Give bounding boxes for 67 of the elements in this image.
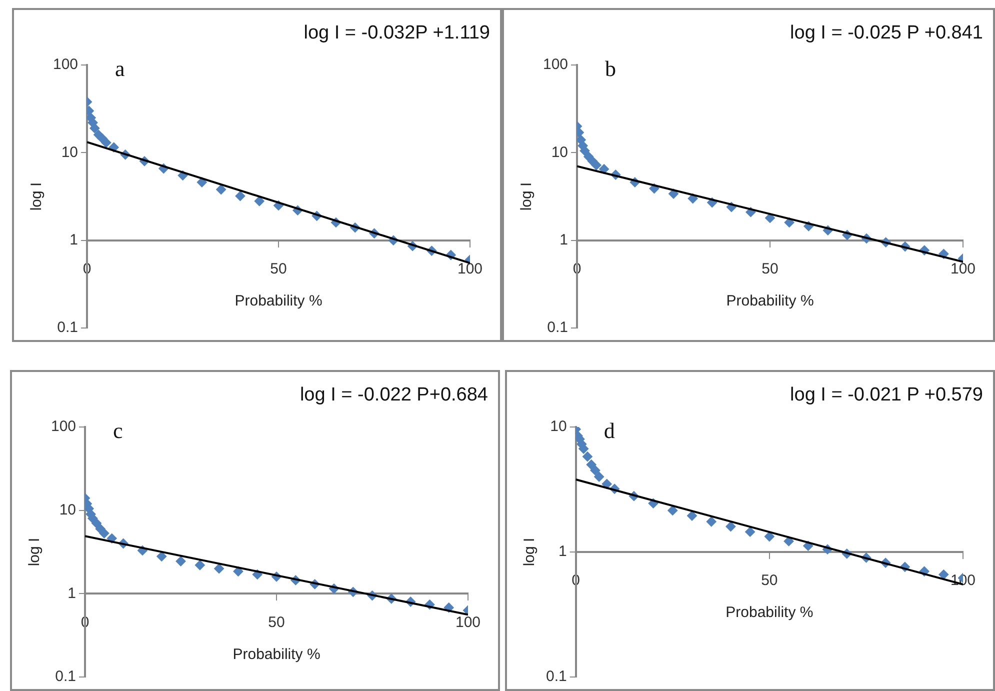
text: log I = -0.025 P +0.841 (790, 22, 983, 44)
point (668, 505, 678, 516)
x-tick-label: 50 (270, 260, 287, 278)
point (233, 566, 244, 576)
point (176, 556, 186, 566)
point (765, 212, 776, 223)
y-axis-title: log I (28, 182, 46, 211)
x-tick-label: 50 (761, 572, 778, 590)
point (214, 564, 224, 574)
y-tick-label: 1 (70, 231, 78, 248)
point (591, 160, 602, 170)
point (726, 521, 736, 532)
point (580, 146, 590, 156)
point (784, 536, 794, 546)
x-tick-label: 50 (762, 260, 778, 278)
point (686, 510, 697, 521)
y-tick-label: 1 (68, 584, 76, 602)
y-tick-label: 10 (59, 501, 76, 518)
y-axis-title: log I (521, 538, 538, 566)
y-tick-label: 1 (560, 231, 568, 248)
x-axis-title: Probability % (232, 646, 320, 663)
point (938, 570, 949, 580)
point (101, 138, 112, 148)
point (194, 560, 205, 570)
y-axis-title: log I (26, 538, 44, 566)
point (745, 526, 756, 537)
point (590, 465, 600, 476)
point (156, 551, 167, 562)
y-tick-label: 0.1 (547, 319, 568, 336)
y-tick-label: 10 (551, 144, 568, 161)
y-tick-label: 10 (550, 418, 567, 436)
y-tick-label: 0.1 (57, 319, 78, 336)
chart-title: d (604, 418, 615, 443)
point (235, 191, 246, 202)
x-tick-label: 100 (950, 260, 976, 278)
chart-title: b (605, 56, 616, 81)
x-tick-label: 50 (268, 614, 285, 631)
point (599, 164, 610, 174)
y-tick-label: 1 (558, 543, 567, 560)
point (706, 516, 716, 527)
point (196, 177, 207, 188)
point (90, 123, 100, 134)
chart-title: c (113, 418, 124, 443)
point (216, 184, 226, 195)
y-tick-label: 100 (542, 56, 568, 74)
y-axis-title: log I (518, 182, 536, 211)
point (586, 460, 596, 470)
point (582, 452, 592, 462)
point (594, 472, 604, 482)
y-tick-label: 10 (61, 144, 78, 161)
point (254, 196, 264, 206)
point (602, 478, 612, 489)
point (764, 532, 774, 542)
x-tick-label: 100 (455, 614, 481, 631)
text: log I = -0.022 P+0.684 (300, 384, 488, 406)
x-axis-title: Probability % (726, 604, 814, 622)
y-tick-label: 0.1 (55, 668, 76, 686)
text: log I = -0.021 P +0.579 (790, 384, 983, 406)
text: log I = -0.032P +1.119 (304, 22, 490, 44)
y-tick-label: 100 (52, 56, 78, 74)
x-axis-title: Probability % (726, 292, 814, 310)
x-axis-title: Probability % (234, 292, 322, 310)
point (99, 528, 110, 538)
chart-title: a (115, 56, 126, 81)
y-tick-label: 0.1 (546, 668, 567, 686)
y-tick-label: 100 (50, 418, 76, 436)
x-tick-label: 100 (457, 260, 483, 278)
